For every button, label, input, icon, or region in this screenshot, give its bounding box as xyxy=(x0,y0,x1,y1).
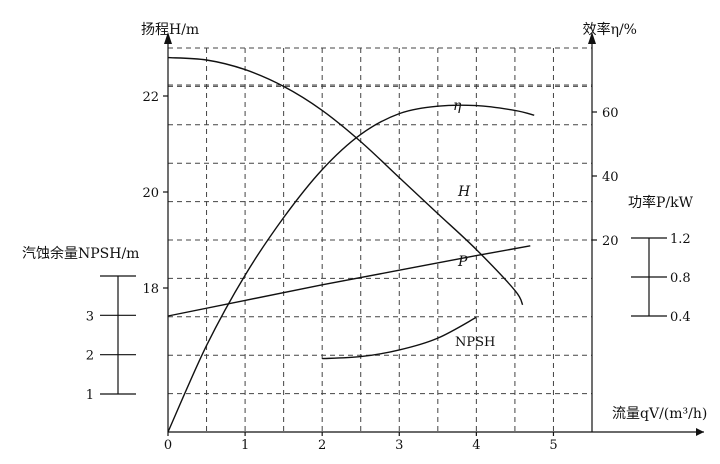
chart-series xyxy=(167,56,535,433)
series-curve-H xyxy=(167,56,524,306)
series-label-H: H xyxy=(457,184,471,200)
power-tick-label: 0.8 xyxy=(670,271,691,286)
npsh-tick-label: 3 xyxy=(86,309,94,324)
power-axis-title: 功率P/kW xyxy=(628,194,694,211)
chart-axes xyxy=(100,32,704,436)
series-label-NPSH: NPSH xyxy=(455,335,495,350)
efficiency-axis-arrow xyxy=(588,32,596,44)
power-tick-label: 0.4 xyxy=(670,310,691,325)
efficiency-tick-label: 60 xyxy=(602,106,619,121)
efficiency-tick-label: 20 xyxy=(602,234,619,249)
series-curve-P xyxy=(167,245,531,317)
series-curve-NPSH xyxy=(322,316,477,360)
npsh-tick-label: 1 xyxy=(86,388,94,403)
chart-text: 0 1 2 3 4 5 18 20 22 20 40 60 1.2 0.8 0.4 3 2 1 Hη P NPSH 扬程H… xyxy=(22,21,707,453)
x-tick-label: 4 xyxy=(472,438,480,453)
x-tick-label: 0 xyxy=(164,438,172,453)
series-label-P: P xyxy=(457,254,468,270)
x-tick-label: 5 xyxy=(549,438,557,453)
head-tick-label: 22 xyxy=(142,90,159,105)
npsh-axis-title: 汽蚀余量NPSH/m xyxy=(22,245,139,262)
head-tick-label: 20 xyxy=(142,186,159,201)
power-tick-label: 1.2 xyxy=(670,232,691,247)
x-axis-title: 流量qV/(m³/h) xyxy=(612,406,707,422)
x-tick-label: 1 xyxy=(241,438,249,453)
head-axis-title: 扬程H/m xyxy=(141,22,199,38)
series-label-η: η xyxy=(453,98,462,114)
x-axis-arrow xyxy=(696,428,704,436)
efficiency-tick-label: 40 xyxy=(602,170,619,185)
x-tick-label: 3 xyxy=(395,438,403,453)
head-tick-label: 18 xyxy=(142,282,159,297)
chart-grid xyxy=(168,47,593,432)
npsh-tick-label: 2 xyxy=(86,349,94,364)
efficiency-axis-title: 效率η/% xyxy=(583,21,637,38)
x-tick-label: 2 xyxy=(318,438,326,453)
head-axis-arrow xyxy=(164,32,172,44)
series-curve-η xyxy=(167,104,535,433)
